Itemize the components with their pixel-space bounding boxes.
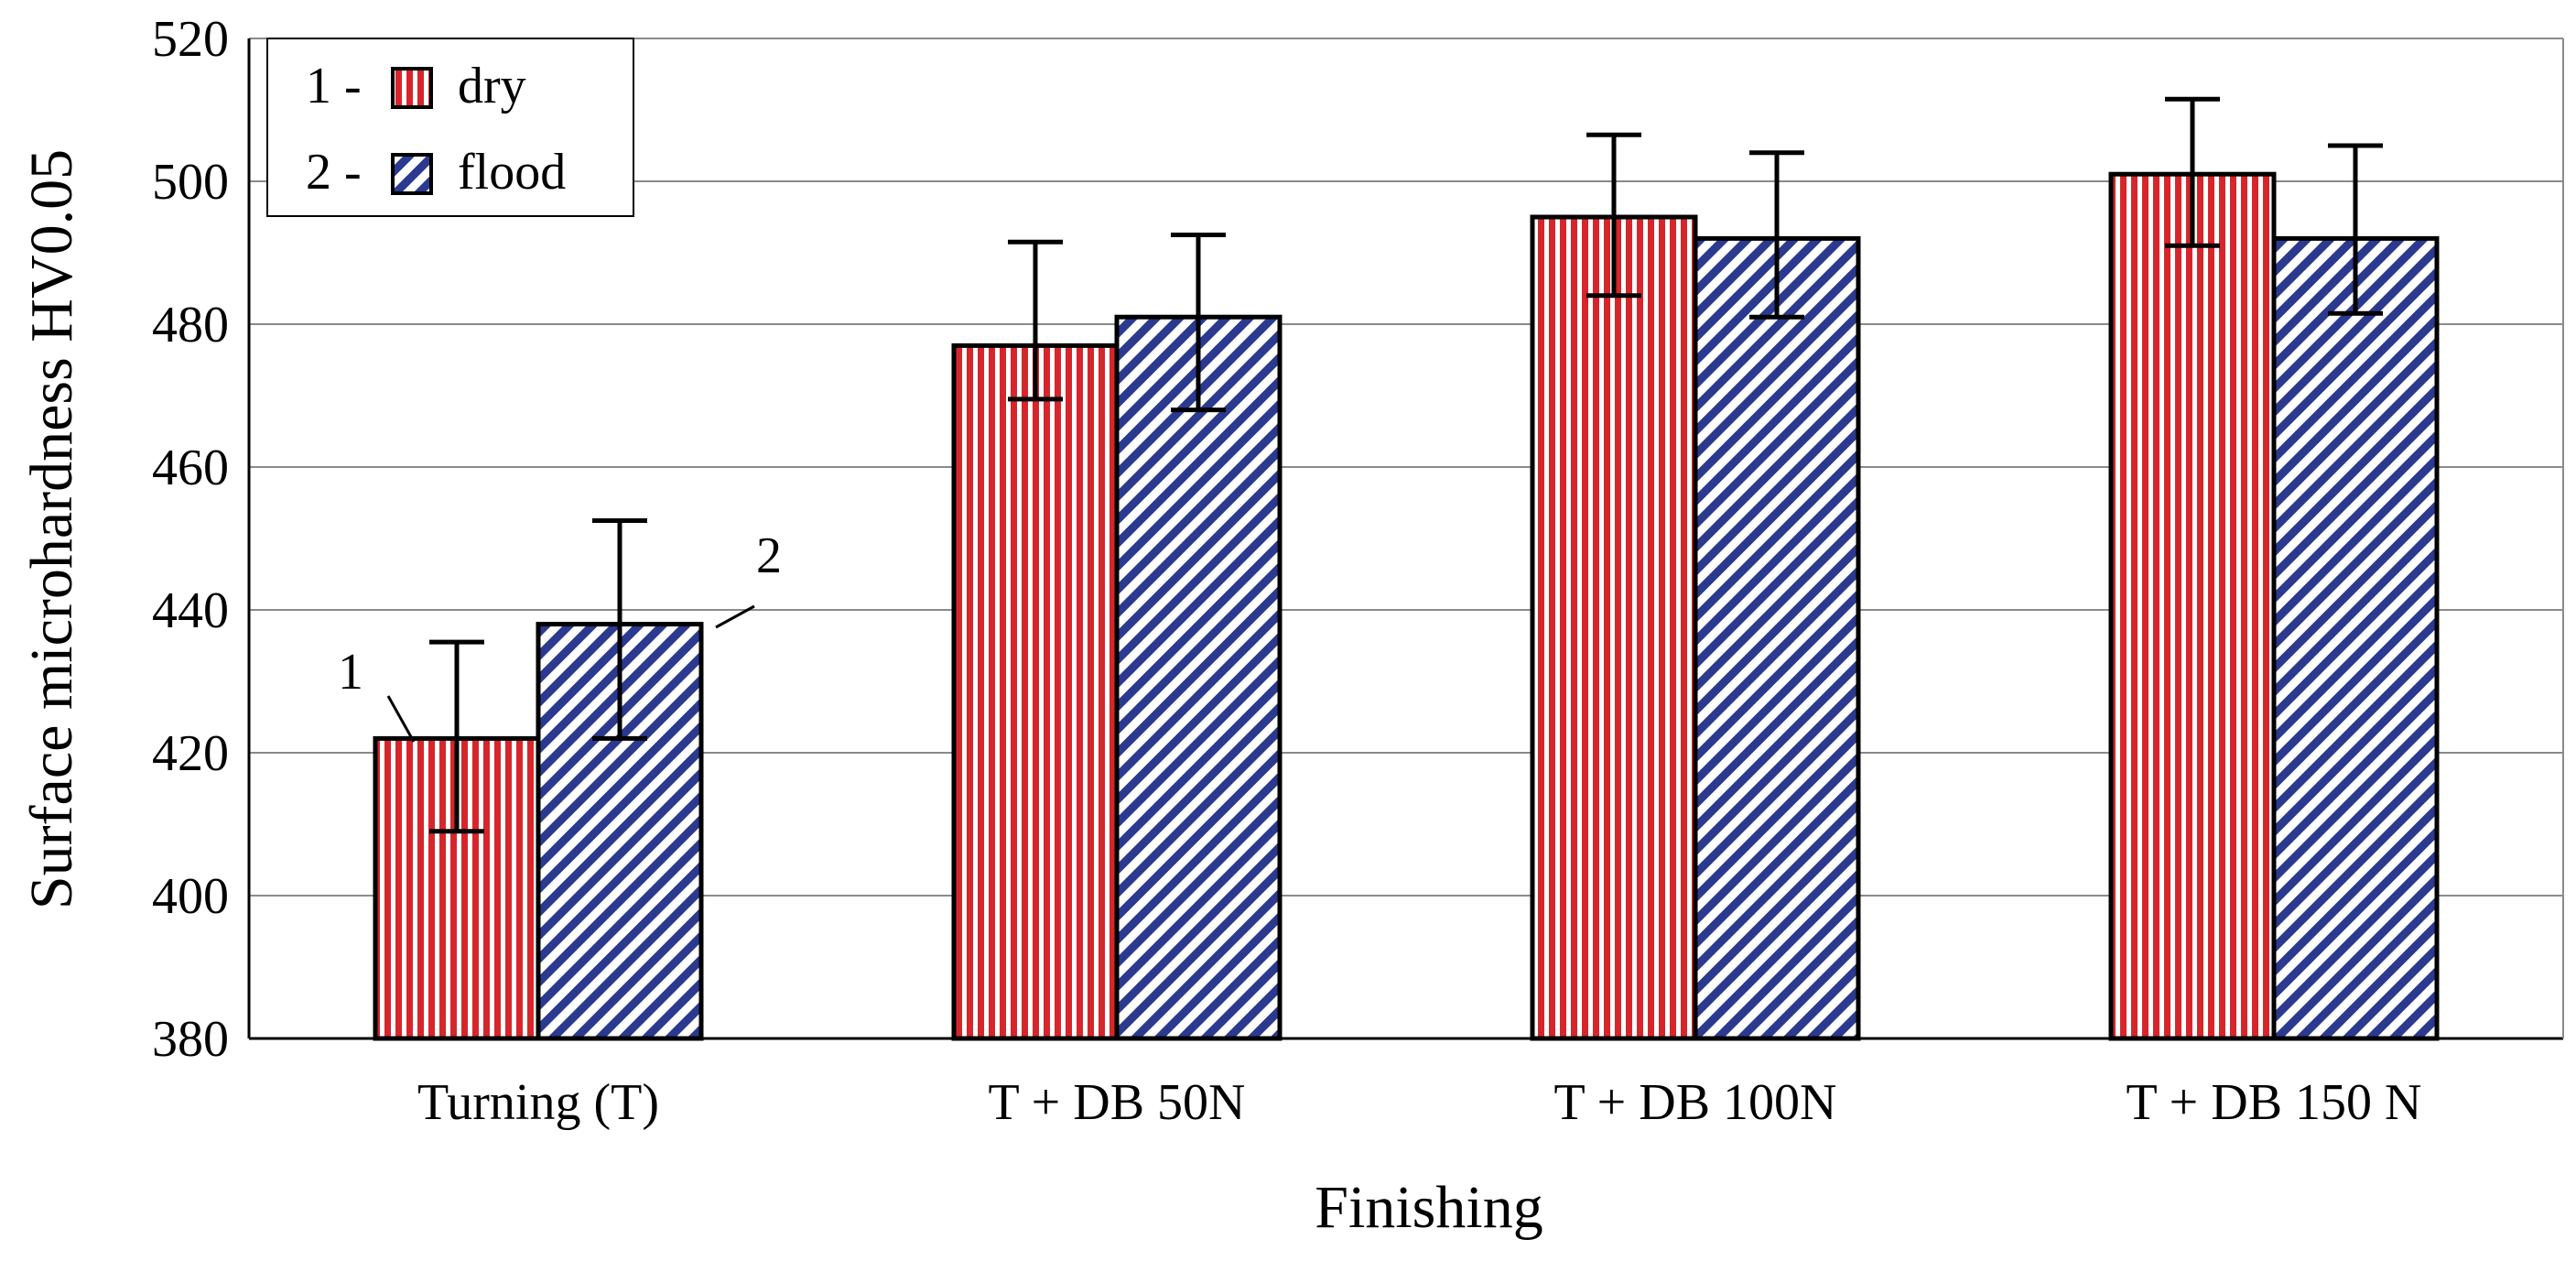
bar-dry bbox=[1532, 217, 1695, 1038]
y-tick-label: 400 bbox=[152, 868, 229, 925]
bars bbox=[373, 171, 2440, 1041]
legend-swatch-flood bbox=[391, 153, 433, 195]
y-tick-label: 420 bbox=[152, 725, 229, 782]
x-tick-label: Turning (T) bbox=[417, 1074, 659, 1131]
y-tick-label: 480 bbox=[152, 297, 229, 353]
annotation-leader-2 bbox=[715, 604, 755, 629]
bar-flood bbox=[1695, 238, 1858, 1038]
annotation-label-2: 2 bbox=[756, 527, 782, 584]
legend-box bbox=[266, 38, 634, 217]
bar-annotations: 1 2 bbox=[338, 527, 782, 743]
annotation-leader-1 bbox=[386, 695, 416, 743]
x-axis-title: Finishing bbox=[1315, 1174, 1542, 1241]
x-axis-ticks: Turning (T) T + DB 50N T + DB 100N T + DB 1… bbox=[417, 1074, 2421, 1131]
legend-label-dry: dry bbox=[458, 58, 526, 114]
bar-dry bbox=[954, 345, 1117, 1038]
legend-number-flood: 2 - bbox=[306, 144, 362, 201]
x-tick-label: T + DB 100N bbox=[1553, 1074, 1836, 1131]
bar-dry bbox=[2111, 174, 2274, 1038]
y-tick-label: 440 bbox=[152, 582, 229, 639]
x-tick-label: T + DB 150 N bbox=[2126, 1074, 2421, 1131]
x-tick-label: T + DB 50N bbox=[988, 1074, 1245, 1131]
legend-label-flood: flood bbox=[458, 144, 566, 201]
y-tick-label: 500 bbox=[152, 154, 229, 211]
y-axis-title: Surface microhardness HV0.05 bbox=[18, 149, 85, 909]
y-tick-label: 460 bbox=[152, 440, 229, 496]
y-tick-label: 520 bbox=[152, 11, 229, 68]
y-axis-ticks: 380 400 420 440 460 480 500 520 bbox=[152, 11, 229, 1068]
error-bars bbox=[429, 96, 2383, 834]
legend-swatch-dry bbox=[391, 67, 433, 109]
bar-flood bbox=[1117, 317, 1280, 1038]
annotation-label-1: 1 bbox=[338, 644, 363, 701]
y-tick-label: 380 bbox=[152, 1011, 229, 1068]
legend-number-dry: 1 - bbox=[306, 58, 362, 114]
legend: 1 - dry 2 - flood bbox=[266, 38, 634, 217]
bar-flood bbox=[2274, 238, 2437, 1038]
